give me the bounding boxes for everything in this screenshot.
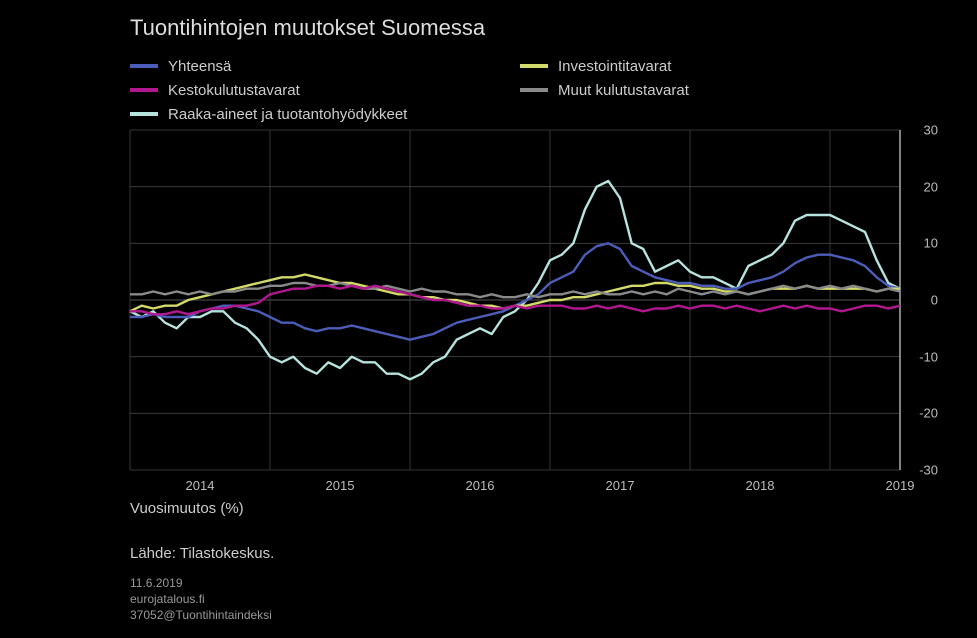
plot-area: -30-20-100102030 20142015201620172018201… bbox=[130, 130, 900, 470]
chart-title: Tuontihintojen muutokset Suomessa bbox=[130, 15, 485, 41]
source-footer: Lähde: Tilastokeskus. bbox=[130, 545, 274, 562]
y-tick-label: -10 bbox=[908, 349, 938, 364]
meta-block: 11.6.2019 eurojatalous.fi 37052@Tuontihi… bbox=[130, 575, 272, 624]
meta-site: eurojatalous.fi bbox=[130, 591, 272, 607]
x-tick-label: 2015 bbox=[315, 478, 365, 493]
x-tick-label: 2016 bbox=[455, 478, 505, 493]
y-tick-label: 0 bbox=[908, 293, 938, 308]
legend-item: Investointitavarat bbox=[520, 56, 689, 76]
series-line bbox=[130, 181, 900, 379]
plot-svg bbox=[130, 130, 900, 470]
series-line bbox=[130, 243, 900, 339]
legend-swatch bbox=[520, 88, 548, 92]
legend: Yhteensä Kestokulutustavarat Raaka-aineet … bbox=[130, 56, 689, 124]
y-tick-label: 30 bbox=[908, 123, 938, 138]
y-tick-label: -20 bbox=[908, 406, 938, 421]
legend-swatch bbox=[130, 64, 158, 68]
legend-label: Kestokulutustavarat bbox=[168, 82, 300, 99]
x-tick-label: 2019 bbox=[875, 478, 925, 493]
legend-swatch bbox=[130, 88, 158, 92]
y-tick-label: 20 bbox=[908, 179, 938, 194]
legend-item: Yhteensä bbox=[130, 56, 520, 76]
x-tick-label: 2017 bbox=[595, 478, 645, 493]
legend-item: Raaka-aineet ja tuotantohyödykkeet bbox=[130, 104, 520, 124]
legend-label: Raaka-aineet ja tuotantohyödykkeet bbox=[168, 106, 407, 123]
chart-container: Tuontihintojen muutokset Suomessa Yhteen… bbox=[0, 0, 977, 638]
legend-swatch bbox=[130, 112, 158, 116]
meta-id: 37052@Tuontihintaindeksi bbox=[130, 607, 272, 623]
y-tick-label: -30 bbox=[908, 463, 938, 478]
legend-item: Muut kulutustavarat bbox=[520, 80, 689, 100]
legend-column-2: Investointitavarat Muut kulutustavarat bbox=[520, 56, 689, 124]
legend-column-1: Yhteensä Kestokulutustavarat Raaka-aineet … bbox=[130, 56, 520, 124]
y-tick-label: 10 bbox=[908, 236, 938, 251]
x-tick-label: 2018 bbox=[735, 478, 785, 493]
x-axis-title: Vuosimuutos (%) bbox=[130, 500, 244, 517]
x-tick-label: 2014 bbox=[175, 478, 225, 493]
legend-label: Investointitavarat bbox=[558, 58, 671, 75]
legend-item: Kestokulutustavarat bbox=[130, 80, 520, 100]
legend-label: Muut kulutustavarat bbox=[558, 82, 689, 99]
legend-swatch bbox=[520, 64, 548, 68]
legend-label: Yhteensä bbox=[168, 58, 231, 75]
meta-date: 11.6.2019 bbox=[130, 575, 272, 591]
